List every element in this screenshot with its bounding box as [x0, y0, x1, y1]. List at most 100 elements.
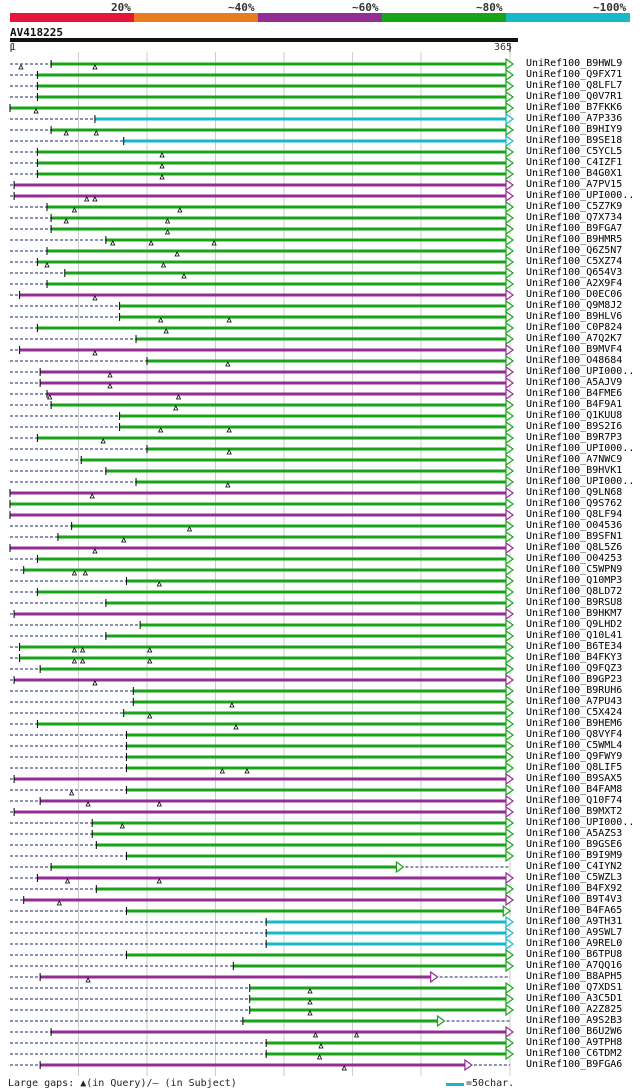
hit-name-88[interactable]: UniRef100_B6U2W6 — [526, 1026, 623, 1037]
hit-name-15[interactable]: UniRef100_B9FGA7 — [526, 223, 623, 234]
hit-26-bar — [19, 348, 506, 352]
hit-name-50[interactable]: UniRef100_B9HKM7 — [526, 608, 623, 619]
hit-name-91[interactable]: UniRef100_B9FGA6 — [526, 1059, 623, 1070]
hit-name-51[interactable]: UniRef100_Q9LHD2 — [526, 619, 623, 630]
hit-name-26[interactable]: UniRef100_B9MVF4 — [526, 344, 623, 355]
hit-name-19[interactable]: UniRef100_Q654V3 — [526, 267, 623, 278]
hit-name-83[interactable]: UniRef100_B8APH5 — [526, 971, 623, 982]
hit-name-3[interactable]: UniRef100_Q0V7R1 — [526, 91, 623, 102]
hit-name-18[interactable]: UniRef100_C5XZ74 — [526, 256, 623, 267]
hit-39-arrow — [505, 486, 515, 500]
hit-26-arrow — [505, 343, 515, 357]
hit-name-74[interactable]: UniRef100_C5WZL3 — [526, 872, 623, 883]
hit-name-72[interactable]: UniRef100_B9I9M9 — [526, 850, 623, 861]
hit-name-65[interactable]: UniRef100_B9SAX5 — [526, 773, 623, 784]
hit-name-89[interactable]: UniRef100_A9TPH8 — [526, 1037, 623, 1048]
hit-name-63[interactable]: UniRef100_Q9FWY9 — [526, 751, 623, 762]
hit-name-41[interactable]: UniRef100_Q8LF94 — [526, 509, 623, 520]
hit-name-84[interactable]: UniRef100_Q7XDS1 — [526, 982, 623, 993]
hit-name-21[interactable]: UniRef100_D0EC06 — [526, 289, 623, 300]
hit-name-53[interactable]: UniRef100_B6TE34 — [526, 641, 623, 652]
hit-name-71[interactable]: UniRef100_B9GSE6 — [526, 839, 623, 850]
hit-46-arrow — [505, 563, 515, 577]
hit-name-12[interactable]: UniRef100_UPI000.. — [526, 190, 635, 201]
hit-name-42[interactable]: UniRef100_O04536 — [526, 520, 623, 531]
hit-name-10[interactable]: UniRef100_B4G0X1 — [526, 168, 623, 179]
hit-name-30[interactable]: UniRef100_B4FME6 — [526, 388, 623, 399]
hit-name-64[interactable]: UniRef100_Q8LIF5 — [526, 762, 623, 773]
hit-name-17[interactable]: UniRef100_Q6Z5N7 — [526, 245, 623, 256]
hit-name-80[interactable]: UniRef100_A9REL0 — [526, 938, 623, 949]
hit-name-22[interactable]: UniRef100_Q9M8J2 — [526, 300, 623, 311]
hit-name-37[interactable]: UniRef100_B9HVK1 — [526, 465, 623, 476]
hit-name-67[interactable]: UniRef100_Q10F74 — [526, 795, 623, 806]
hit-name-32[interactable]: UniRef100_Q1KUU8 — [526, 410, 623, 421]
hit-name-34[interactable]: UniRef100_B9R7P3 — [526, 432, 623, 443]
hit-name-35[interactable]: UniRef100_UPI000.. — [526, 443, 635, 454]
hit-name-38[interactable]: UniRef100_UPI000.. — [526, 476, 635, 487]
hit-name-77[interactable]: UniRef100_B4FA65 — [526, 905, 623, 916]
hit-name-66[interactable]: UniRef100_B4FAM8 — [526, 784, 623, 795]
hit-name-70[interactable]: UniRef100_A5AZS3 — [526, 828, 623, 839]
hit-4-bar — [10, 106, 506, 110]
hit-name-61[interactable]: UniRef100_Q8VYF4 — [526, 729, 623, 740]
hit-name-62[interactable]: UniRef100_C5WML4 — [526, 740, 623, 751]
hit-name-87[interactable]: UniRef100_A9S2B3 — [526, 1015, 623, 1026]
hit-name-75[interactable]: UniRef100_B4FX92 — [526, 883, 623, 894]
hit-name-33[interactable]: UniRef100_B9S2I6 — [526, 421, 623, 432]
hit-name-28[interactable]: UniRef100_UPI000.. — [526, 366, 635, 377]
hit-name-59[interactable]: UniRef100_C5X424 — [526, 707, 623, 718]
hit-name-52[interactable]: UniRef100_Q10L41 — [526, 630, 623, 641]
hit-name-76[interactable]: UniRef100_B9T4V3 — [526, 894, 623, 905]
hit-name-44[interactable]: UniRef100_Q8L5Z6 — [526, 542, 623, 553]
hit-46-bar — [23, 568, 506, 572]
hit-name-45[interactable]: UniRef100_O04253 — [526, 553, 623, 564]
hit-name-9[interactable]: UniRef100_C4IZF1 — [526, 157, 623, 168]
hit-name-86[interactable]: UniRef100_A2Z825 — [526, 1004, 623, 1015]
hit-name-39[interactable]: UniRef100_Q9LN68 — [526, 487, 623, 498]
hit-name-43[interactable]: UniRef100_B9SFN1 — [526, 531, 623, 542]
hit-name-7[interactable]: UniRef100_B9SE18 — [526, 135, 623, 146]
hit-name-79[interactable]: UniRef100_A9SWL7 — [526, 927, 623, 938]
hit-name-48[interactable]: UniRef100_Q8LD72 — [526, 586, 623, 597]
hit-name-31[interactable]: UniRef100_B4F9A1 — [526, 399, 623, 410]
hit-name-47[interactable]: UniRef100_Q10MP3 — [526, 575, 623, 586]
hit-name-14[interactable]: UniRef100_Q7X734 — [526, 212, 623, 223]
hit-name-11[interactable]: UniRef100_A7PV15 — [526, 179, 623, 190]
hit-name-57[interactable]: UniRef100_B9RUH6 — [526, 685, 623, 696]
hit-name-46[interactable]: UniRef100_C5WPN9 — [526, 564, 623, 575]
hit-name-4[interactable]: UniRef100_B7FKK6 — [526, 102, 623, 113]
hit-name-16[interactable]: UniRef100_B9HMR5 — [526, 234, 623, 245]
hit-name-1[interactable]: UniRef100_Q9FX71 — [526, 69, 623, 80]
hit-name-58[interactable]: UniRef100_A7PU43 — [526, 696, 623, 707]
hit-name-54[interactable]: UniRef100_B4FKY3 — [526, 652, 623, 663]
hit-name-81[interactable]: UniRef100_B6TPU8 — [526, 949, 623, 960]
hit-name-36[interactable]: UniRef100_A7NWC9 — [526, 454, 623, 465]
hit-name-29[interactable]: UniRef100_A5AJV9 — [526, 377, 623, 388]
hit-name-8[interactable]: UniRef100_C5YCL5 — [526, 146, 623, 157]
hit-name-0[interactable]: UniRef100_B9HWL9 — [526, 58, 623, 69]
hit-name-73[interactable]: UniRef100_C4IYN2 — [526, 861, 623, 872]
hit-name-55[interactable]: UniRef100_Q9FQZ3 — [526, 663, 623, 674]
hit-name-78[interactable]: UniRef100_A9TH31 — [526, 916, 623, 927]
hit-name-6[interactable]: UniRef100_B9HIY9 — [526, 124, 623, 135]
hit-name-23[interactable]: UniRef100_B9HLV6 — [526, 311, 623, 322]
hit-name-27[interactable]: UniRef100_O48684 — [526, 355, 623, 366]
hit-name-85[interactable]: UniRef100_A3C5D1 — [526, 993, 623, 1004]
hit-name-20[interactable]: UniRef100_A2X9F4 — [526, 278, 623, 289]
hit-name-2[interactable]: UniRef100_Q8LFL7 — [526, 80, 623, 91]
hit-name-82[interactable]: UniRef100_A7QQ16 — [526, 960, 623, 971]
hit-name-5[interactable]: UniRef100_A7P336 — [526, 113, 623, 124]
hit-name-49[interactable]: UniRef100_B9RSU8 — [526, 597, 623, 608]
hit-name-13[interactable]: UniRef100_C5Z7K9 — [526, 201, 623, 212]
hit-name-25[interactable]: UniRef100_A7Q2K7 — [526, 333, 623, 344]
hit-33-gap-0 — [158, 427, 164, 433]
hit-81-arrow — [505, 948, 515, 962]
hit-name-68[interactable]: UniRef100_B9MXT2 — [526, 806, 623, 817]
hit-name-69[interactable]: UniRef100_UPI000.. — [526, 817, 635, 828]
hit-name-90[interactable]: UniRef100_C6TDM2 — [526, 1048, 623, 1059]
hit-name-24[interactable]: UniRef100_C0P824 — [526, 322, 623, 333]
hit-name-40[interactable]: UniRef100_Q9S762 — [526, 498, 623, 509]
hit-name-60[interactable]: UniRef100_B9HEM6 — [526, 718, 623, 729]
hit-name-56[interactable]: UniRef100_B9GP23 — [526, 674, 623, 685]
